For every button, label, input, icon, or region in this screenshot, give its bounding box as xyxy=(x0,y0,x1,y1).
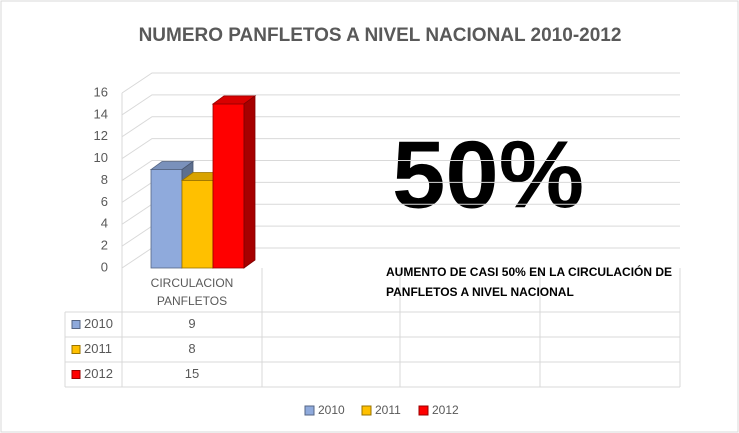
y-tick-label: 8 xyxy=(101,172,108,187)
bar-side xyxy=(243,95,256,269)
legend-key xyxy=(361,405,372,416)
y-tick-label: 14 xyxy=(94,106,108,121)
legend-key xyxy=(304,405,315,416)
annotation: AUMENTO DE CASI 50% EN LA CIRCULACIÓN DE… xyxy=(386,265,673,299)
y-tick-label: 12 xyxy=(94,128,108,143)
grid-line xyxy=(121,160,680,181)
table-series-name: 2011 xyxy=(84,341,112,356)
grid-line xyxy=(121,116,680,138)
y-tick-label: 6 xyxy=(101,194,108,209)
legend-label: 2010 xyxy=(318,403,345,417)
table-series-name: 2010 xyxy=(84,316,113,331)
bar xyxy=(150,169,183,269)
table-series-name: 2012 xyxy=(84,366,113,381)
legend-label: 2011 xyxy=(375,403,401,417)
y-tick-label: 4 xyxy=(101,216,108,231)
legend-key xyxy=(418,405,429,416)
legend-label: 2012 xyxy=(432,403,459,417)
bar xyxy=(212,103,245,269)
table-legend-key xyxy=(71,320,81,329)
category-label: CIRCULACION PANFLETOS xyxy=(150,276,234,308)
grid-line xyxy=(121,138,680,160)
y-tick-label: 0 xyxy=(101,259,108,274)
table-legend-key xyxy=(71,370,81,379)
y-tick-label: 2 xyxy=(101,238,108,253)
table-value: 9 xyxy=(188,316,195,331)
big-annotation: 50% xyxy=(392,121,584,228)
table-value: 15 xyxy=(185,366,199,381)
grid-line xyxy=(121,72,680,94)
y-tick-label: 10 xyxy=(94,150,108,165)
table-legend-key xyxy=(71,345,81,354)
y-tick-label: 16 xyxy=(94,84,108,99)
grid-line xyxy=(121,94,680,116)
bar xyxy=(181,180,214,269)
table-value: 8 xyxy=(188,341,195,356)
chart-title: NUMERO PANFLETOS A NIVEL NACIONAL 2010-2… xyxy=(139,25,622,46)
